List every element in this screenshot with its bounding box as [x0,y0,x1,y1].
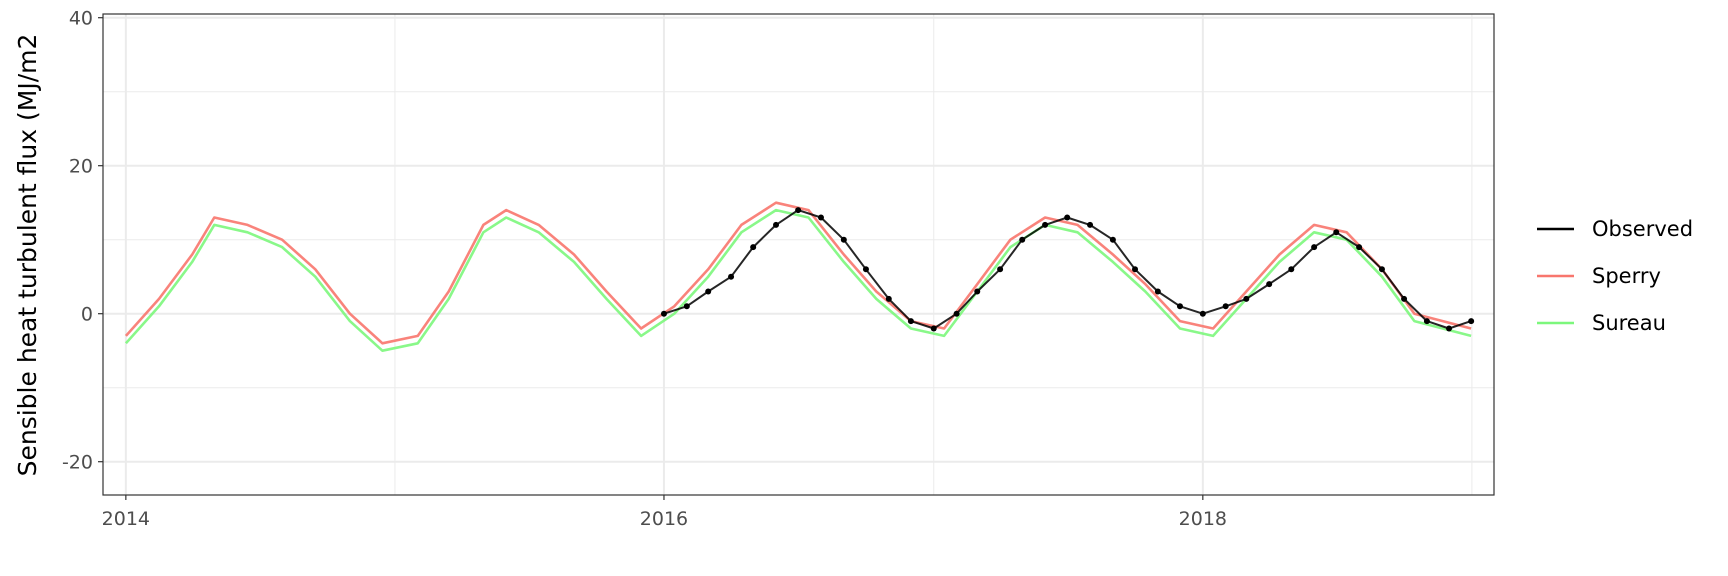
series-layer [124,201,1475,353]
series-point-observed [1378,266,1385,273]
x-tick-label: 2016 [640,508,688,530]
series-point-observed [1087,221,1094,228]
y-axis-title: Sensible heat turbulent flux (MJ/m2 [13,34,42,477]
series-point-observed [930,325,937,332]
series-point-observed [1019,236,1026,243]
series-point-observed [773,221,780,228]
series-line-sureau [124,208,1472,353]
series-point-observed [750,244,757,251]
y-axis: -20 0 20 40 [62,8,103,474]
series-line-sperry [124,201,1472,345]
series-point-observed [1356,244,1363,251]
y-tick-label: 40 [69,8,93,30]
legend-label-sureau: Sureau [1592,311,1666,335]
legend-label-sperry: Sperry [1592,264,1661,288]
y-tick-label: -20 [62,452,93,474]
series-point-observed [974,288,981,295]
series-point-observed [862,266,869,273]
y-tick-label: 0 [81,304,93,326]
series-point-observed [705,288,712,295]
series-point-observed [683,303,690,310]
x-tick-label: 2014 [102,508,150,530]
series-point-observed [1176,303,1183,310]
series-point-observed [1333,229,1340,236]
series-point-observed [1401,295,1408,302]
series-point-observed [997,266,1004,273]
series-point-observed [728,273,735,280]
series-point-observed [840,236,847,243]
legend-label-observed: Observed [1592,217,1693,241]
series-point-observed [1243,295,1250,302]
series-point-observed [1199,310,1206,317]
series-point-observed [1222,303,1229,310]
panel-background [103,14,1494,495]
series-point-observed [1311,244,1318,251]
grid-minor [103,14,1494,495]
series-point-observed [1446,325,1453,332]
series-point-observed [817,214,824,221]
x-tick-label: 2018 [1179,508,1227,530]
series-point-observed [795,207,802,214]
panel-border [102,13,1495,496]
legend: Observed Sperry Sureau [1537,217,1693,335]
series-point-observed [1288,266,1295,273]
grid-major [103,14,1494,495]
series-point-observed [1266,281,1273,288]
series-point-observed [660,310,667,317]
series-point-observed [907,318,914,325]
series-point-observed [1423,318,1430,325]
series-point-observed [1132,266,1139,273]
x-axis: 2014 2016 2018 [102,495,1227,530]
series-point-observed [885,295,892,302]
y-tick-label: 20 [69,156,93,178]
series-point-observed [953,310,960,317]
series-point-observed [1468,318,1475,325]
series-point-observed [1042,221,1049,228]
series-point-observed [1064,214,1071,221]
series-point-observed [1109,236,1116,243]
series-point-observed [1154,288,1161,295]
